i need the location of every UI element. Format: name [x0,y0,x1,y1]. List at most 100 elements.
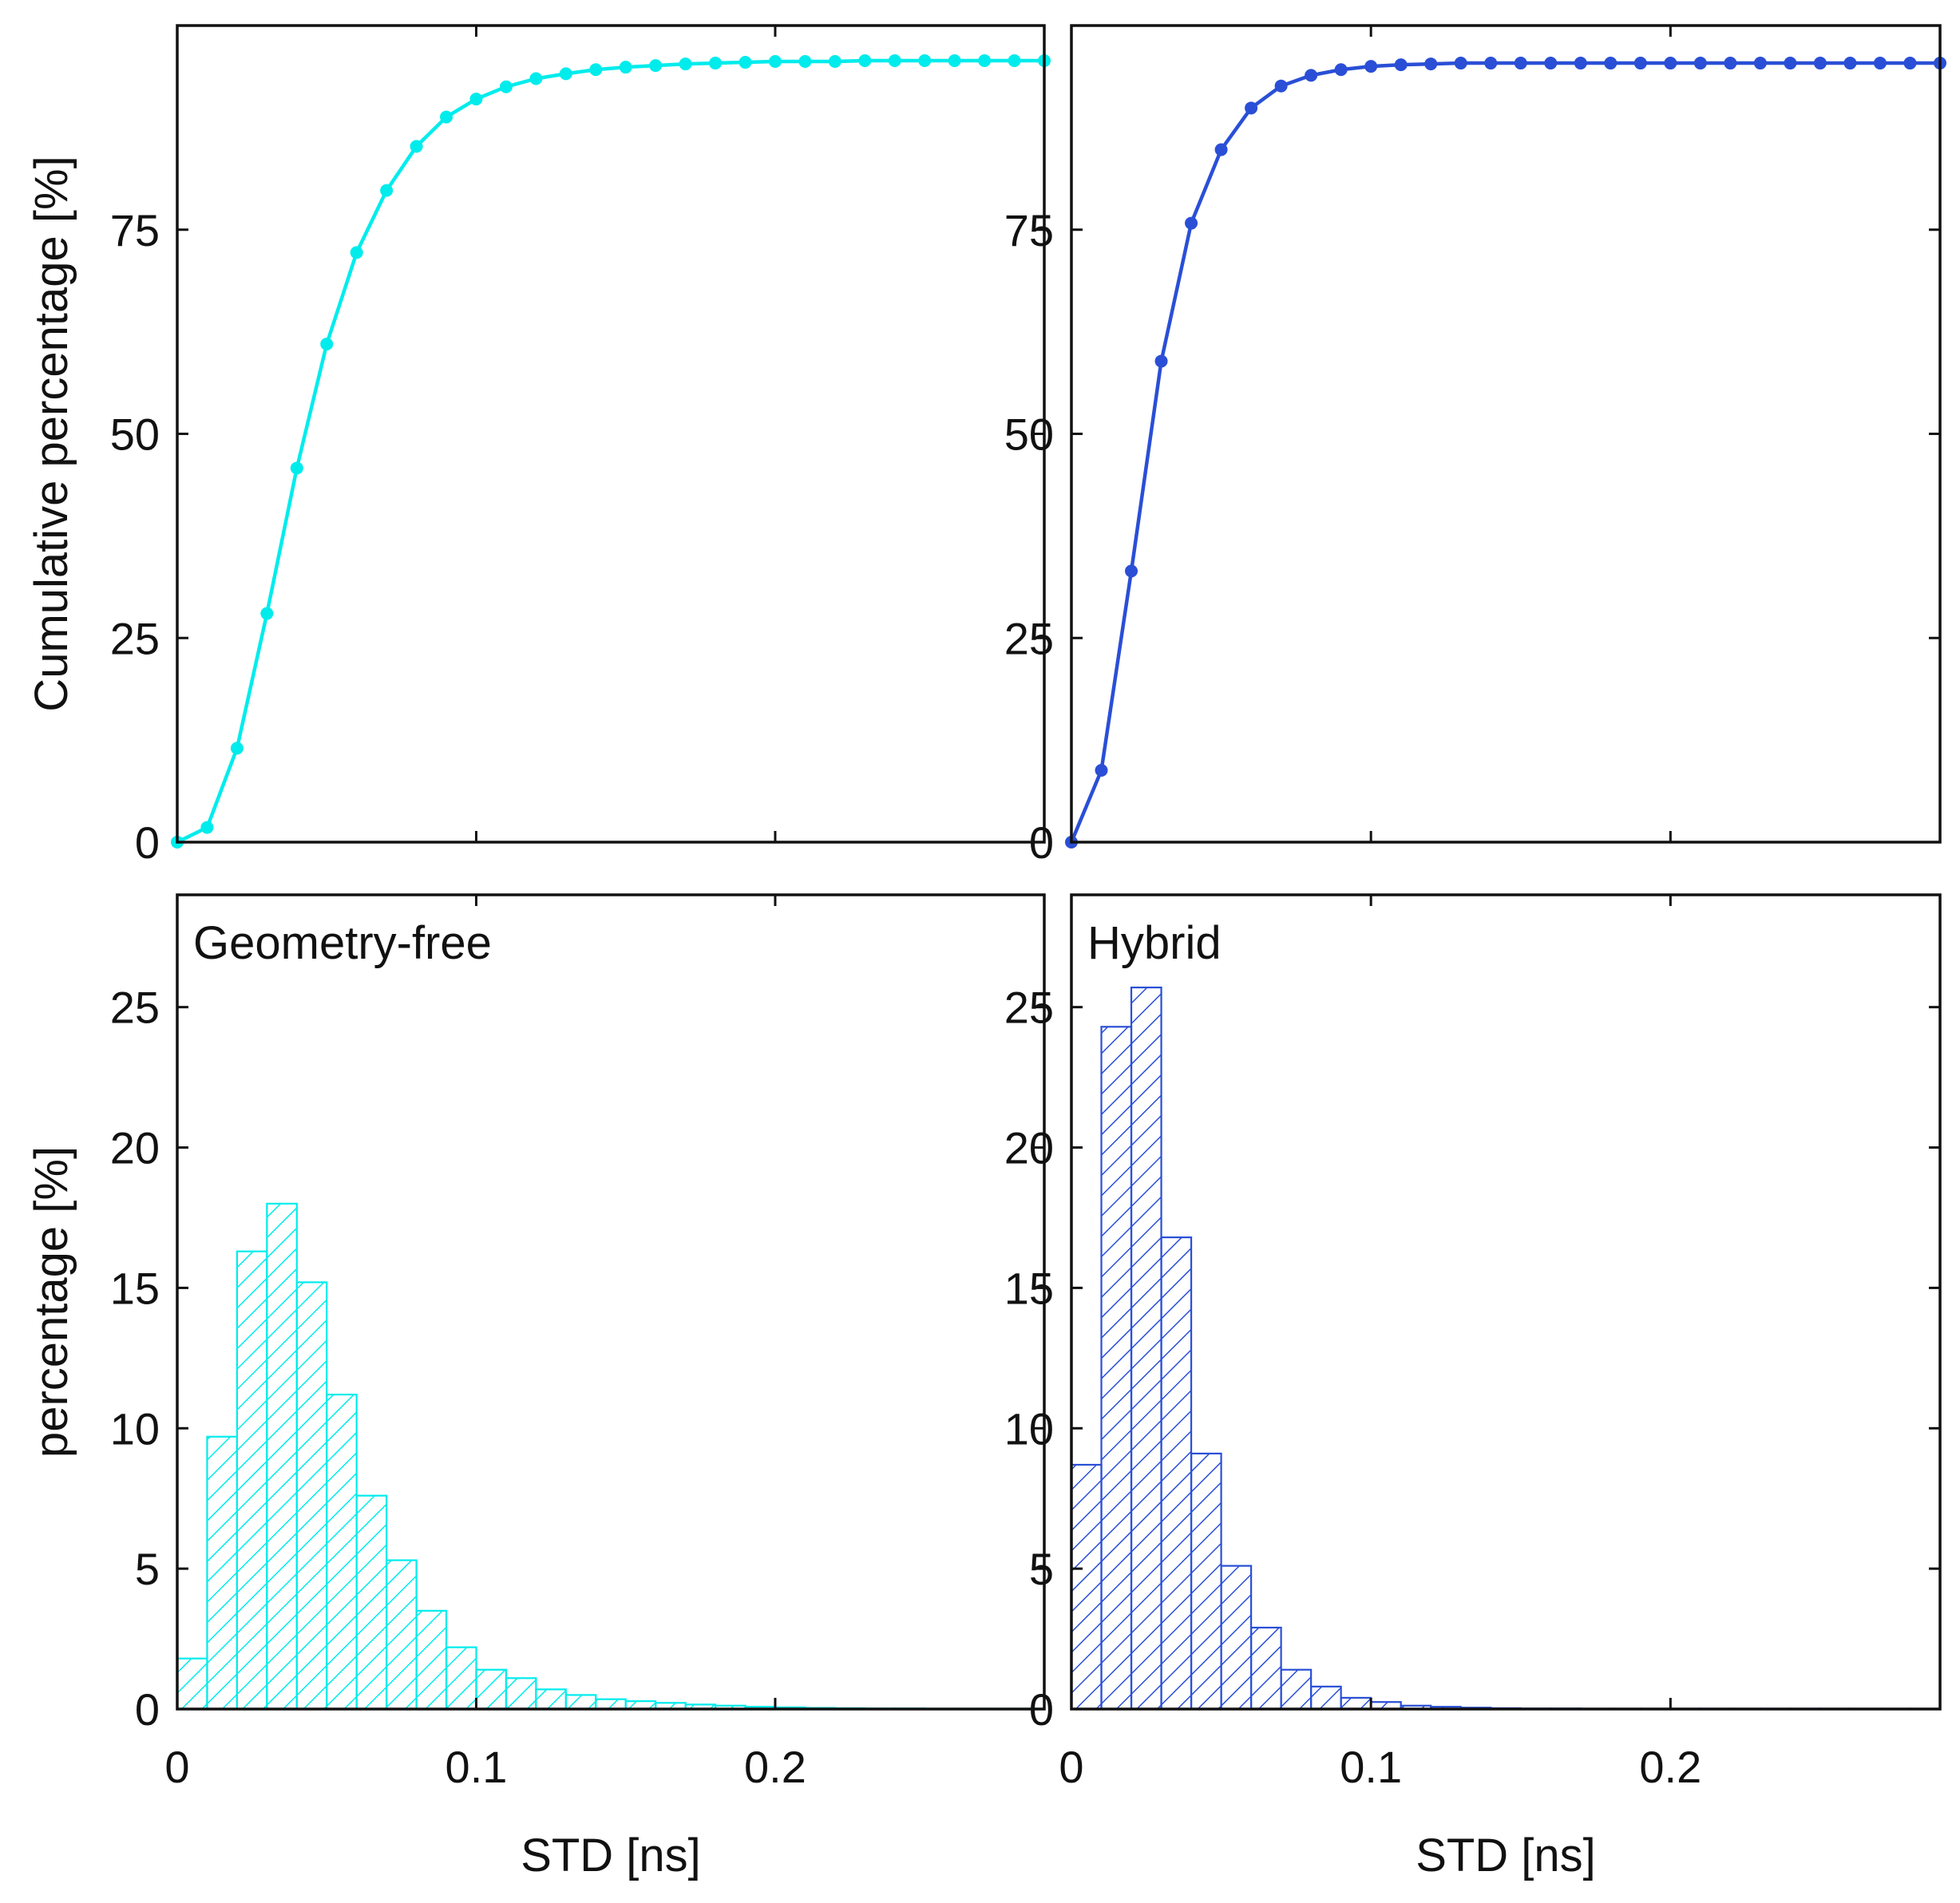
data-point [1154,354,1168,368]
data-point [1484,57,1498,70]
bars [1070,986,1942,1711]
data-point [948,53,961,67]
data-point [828,55,841,69]
y-tick-label: 20 [1004,1123,1054,1173]
data-point [1185,216,1198,230]
data-point [1633,57,1647,70]
y-tick-label: 25 [110,983,160,1033]
bar [326,1393,358,1711]
data-point [1305,69,1318,82]
series-line [1069,61,1940,843]
data-point [320,337,334,350]
x-tick-label: 0.2 [744,1742,806,1792]
bar [535,1688,567,1711]
data-point [1813,57,1827,70]
data-point [649,59,663,73]
y-tick-label: 75 [110,205,160,255]
data-point [440,110,453,124]
y-tick-label: 25 [1004,983,1054,1033]
data-point [1664,57,1677,70]
x-axis-label: STD [ns] [521,1830,701,1881]
data-point [798,55,812,69]
axes-frame [176,24,1046,844]
data-point [1604,57,1617,70]
data-point [380,184,394,197]
y-tick-label: 15 [1004,1263,1054,1313]
data-point [1873,57,1887,70]
data-point [918,53,932,67]
data-point [1574,57,1587,70]
y-tick-label: 10 [110,1403,160,1454]
data-point [1095,763,1108,777]
data-point [679,57,692,71]
bar [595,1698,627,1711]
data-point [978,53,992,67]
y-tick-label: 0 [135,1684,160,1735]
data-point [1903,57,1917,70]
y-tick-label: 25 [1004,613,1054,663]
data-point [1394,58,1408,72]
bar [445,1646,477,1711]
data-point [738,56,752,69]
bar [1130,986,1162,1711]
data-point [1214,143,1228,156]
bar [355,1494,388,1711]
data-point [1008,53,1021,67]
bar [1340,1696,1372,1711]
bar [415,1609,448,1711]
data-point [1784,57,1797,70]
data-point [499,80,513,93]
data-point [529,72,543,85]
data-point [290,461,303,475]
data-point [410,140,423,153]
panel-annotation: Geometry-free [193,917,492,969]
panel-hist-geometry-free: 0 0.1 0.2 0 5 10 15 20 25 percentage [%] STD [ns] G… [26,893,1046,1881]
bar [564,1694,597,1711]
bar [266,1202,298,1711]
y-tick-label: 50 [110,409,160,460]
y-tick-label: 50 [1004,409,1054,460]
x-tick-label: 0.1 [1340,1742,1402,1792]
bar [1070,1463,1103,1711]
panel-annotation: Hybrid [1087,917,1222,969]
x-tick-label: 0 [1059,1742,1083,1792]
data-point [469,93,483,106]
y-axis-label: percentage [%] [26,1146,77,1458]
series-line [176,58,1044,845]
y-axis-label: Cumulative percentage [%] [26,156,77,711]
data-point [619,61,632,74]
points [171,53,1051,849]
y-tick-label: 15 [110,1263,160,1313]
data-point [1724,57,1737,70]
points [1065,57,1946,849]
y-tick-label: 5 [135,1544,160,1594]
data-point [559,67,572,81]
data-point [1454,57,1467,70]
data-point [230,742,244,755]
axes-frame [1070,893,1942,1711]
data-point [858,53,872,67]
data-point [1693,57,1707,70]
axes-frame [176,893,1046,1711]
bar [1220,1565,1253,1711]
data-point [1245,101,1258,115]
panel-cdf-hybrid: 0 25 50 75 [1004,24,1946,868]
bar [386,1559,418,1711]
x-tick-label: 0.2 [1639,1742,1701,1792]
data-point [1125,564,1138,578]
data-point [200,821,214,834]
y-tick-label: 5 [1029,1544,1054,1594]
data-point [888,53,901,67]
bar [1280,1668,1313,1711]
bar [206,1435,238,1711]
data-point [1274,79,1288,93]
data-point [260,607,274,620]
data-point [1334,63,1348,77]
y-tick-label: 0 [1029,817,1054,868]
bar [176,1657,208,1711]
data-point [1514,57,1527,70]
bar [475,1668,508,1711]
data-point [1753,57,1767,70]
